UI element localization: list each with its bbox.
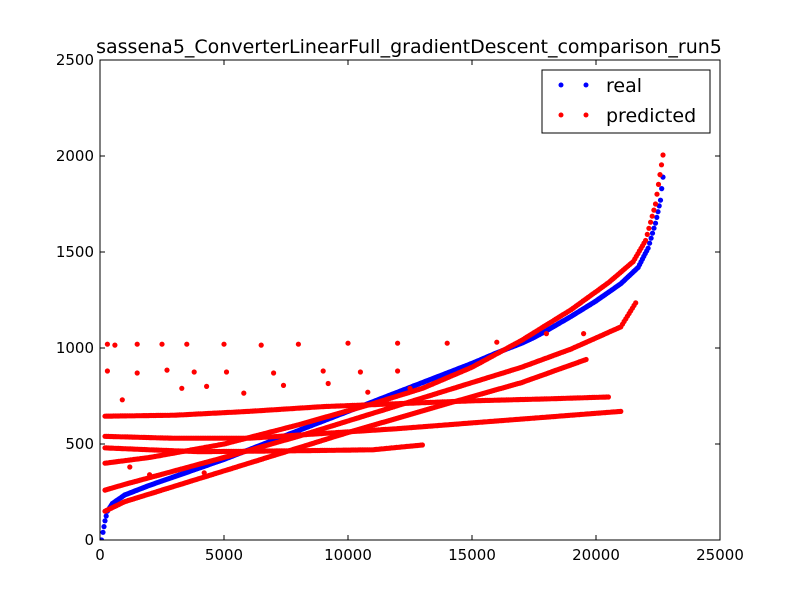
x-tick-label: 15000 <box>448 546 496 564</box>
y-tick-label: 1500 <box>56 243 94 261</box>
point-predicted <box>395 340 401 346</box>
point-predicted <box>223 369 230 375</box>
point-predicted <box>271 370 277 376</box>
point-real <box>100 537 105 540</box>
point-predicted <box>164 367 170 373</box>
point-predicted <box>119 397 125 403</box>
point-real <box>659 186 665 192</box>
point-predicted <box>112 342 118 348</box>
point-predicted <box>643 237 649 244</box>
point-predicted <box>201 470 207 476</box>
point-predicted <box>646 225 652 231</box>
data-marks <box>100 152 666 540</box>
point-predicted <box>651 207 657 213</box>
point-predicted <box>221 341 227 347</box>
point-real <box>103 513 109 519</box>
point-real <box>648 235 654 241</box>
y-tick-label: 2500 <box>56 51 94 69</box>
x-tick-label: 5000 <box>205 546 243 564</box>
point-predicted <box>295 341 301 347</box>
point-predicted <box>395 368 401 374</box>
point-real <box>657 197 664 203</box>
point-predicted <box>660 152 666 158</box>
point-real <box>102 518 108 524</box>
point-predicted <box>652 201 659 207</box>
point-predicted <box>543 331 550 337</box>
point-predicted <box>605 394 612 400</box>
point-real <box>649 230 656 236</box>
legend-marker-real <box>558 82 564 88</box>
chart-title: sassena5_ConverterLinearFull_gradientDes… <box>96 36 722 58</box>
point-predicted <box>583 356 589 363</box>
legend-box <box>541 69 711 134</box>
point-real <box>651 225 657 231</box>
point-predicted <box>325 380 331 387</box>
point-predicted <box>419 442 425 448</box>
point-predicted <box>648 219 654 225</box>
point-predicted <box>444 340 450 346</box>
point-predicted <box>147 472 153 478</box>
point-predicted <box>407 385 413 391</box>
point-predicted <box>241 390 247 396</box>
point-predicted <box>657 172 663 178</box>
point-predicted <box>357 369 363 375</box>
legend-label-real: real <box>606 75 642 97</box>
point-predicted <box>159 341 165 347</box>
point-predicted <box>654 191 660 197</box>
legend: real predicted <box>541 69 711 134</box>
x-tick-label: 0 <box>95 546 105 564</box>
legend-marker-predicted <box>583 112 589 118</box>
point-predicted <box>365 389 371 395</box>
point-real <box>655 209 661 215</box>
plot-area <box>100 152 666 540</box>
axes-frame <box>99 59 721 541</box>
point-predicted <box>649 213 655 219</box>
point-predicted <box>345 340 351 346</box>
x-tick-label: 20000 <box>572 546 620 564</box>
point-real <box>654 214 660 220</box>
point-predicted <box>134 370 140 376</box>
point-predicted <box>179 385 185 391</box>
x-tick-label: 10000 <box>324 546 372 564</box>
point-predicted <box>104 341 110 347</box>
point-predicted <box>320 368 326 374</box>
point-real <box>101 524 107 530</box>
point-predicted <box>104 368 110 374</box>
point-real <box>100 529 106 535</box>
point-predicted <box>618 408 624 414</box>
point-predicted <box>127 464 133 470</box>
point-predicted <box>658 162 665 168</box>
legend-marker-real <box>583 82 589 88</box>
y-tick-label: 1000 <box>56 339 94 357</box>
point-real <box>645 245 651 251</box>
y-tick-label: 0 <box>84 531 94 549</box>
point-predicted <box>191 369 197 375</box>
point-predicted <box>655 181 662 187</box>
series-real <box>100 174 666 540</box>
point-predicted <box>494 339 500 345</box>
point-predicted <box>204 383 210 389</box>
point-real <box>652 220 659 226</box>
y-tick-label: 2000 <box>56 147 94 165</box>
point-predicted <box>134 341 140 347</box>
point-predicted <box>581 331 587 337</box>
point-real <box>647 240 653 246</box>
point-predicted <box>258 342 264 348</box>
point-predicted <box>644 231 650 237</box>
legend-label-predicted: predicted <box>606 105 696 127</box>
x-tick-label: 25000 <box>696 546 744 564</box>
point-predicted <box>633 300 639 306</box>
y-tick-label: 500 <box>65 435 94 453</box>
legend-marker-predicted <box>558 112 564 118</box>
point-predicted <box>280 382 287 388</box>
axes: 0 5000 10000 15000 20000 25000 0 500 1000 1500 200… <box>56 51 744 564</box>
point-predicted <box>184 341 190 347</box>
series-predicted <box>102 152 666 514</box>
